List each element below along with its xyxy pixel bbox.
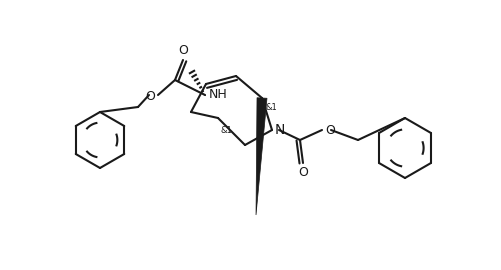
Text: O: O [178, 44, 188, 57]
Polygon shape [256, 98, 267, 215]
Text: O: O [145, 89, 155, 103]
Text: N: N [275, 123, 286, 137]
Text: &1: &1 [221, 126, 233, 135]
Text: &1: &1 [266, 103, 278, 112]
Text: O: O [325, 123, 335, 137]
Text: O: O [298, 166, 308, 179]
Text: NH: NH [209, 89, 228, 102]
